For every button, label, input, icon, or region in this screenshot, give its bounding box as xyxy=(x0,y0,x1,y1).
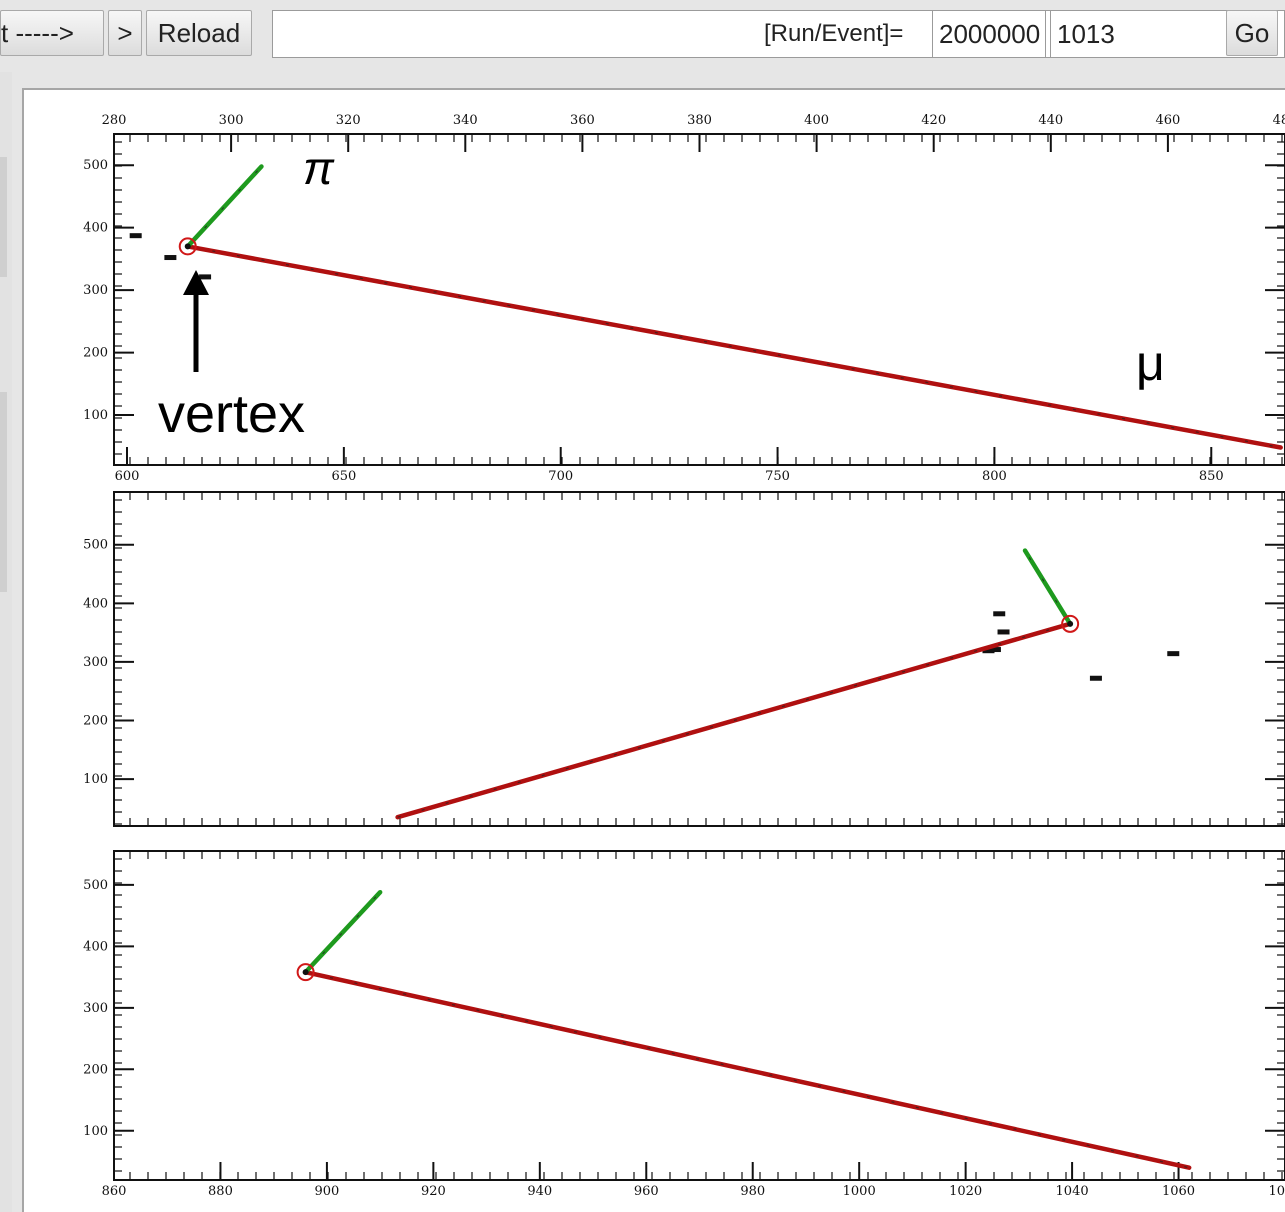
x-top-tick-label: 280 xyxy=(102,113,127,128)
y-tick-label: 100 xyxy=(83,408,108,423)
pion-track xyxy=(185,164,264,249)
muon-track xyxy=(395,621,1073,820)
annotations: π μ vertex xyxy=(158,142,1165,444)
x-top-tick-label: 300 xyxy=(219,113,244,128)
x-top-tick-label: 400 xyxy=(804,113,829,128)
y-tick-label: 300 xyxy=(83,283,108,298)
reload-button[interactable]: Reload xyxy=(146,10,252,56)
x-tick-label: 800 xyxy=(982,469,1007,484)
vertex-annotation: vertex xyxy=(158,384,305,444)
y-tick-label: 500 xyxy=(83,538,108,553)
run-number-input[interactable]: 2000000 xyxy=(932,10,1046,58)
x-tick-label: 860 xyxy=(102,1184,127,1199)
pion-track xyxy=(1022,548,1073,627)
x-tick-label: 650 xyxy=(331,469,356,484)
x-tick-label: 920 xyxy=(421,1184,446,1199)
muon-track-hits xyxy=(187,245,1281,449)
y-tick-label: 100 xyxy=(83,772,108,787)
detector-hit xyxy=(1167,651,1180,657)
x-top-tick-label: 440 xyxy=(1038,113,1063,128)
y-tick-label: 200 xyxy=(83,346,108,361)
vertex-point xyxy=(1067,620,1074,627)
left-side-panel xyxy=(0,72,12,1212)
y-tick-label: 200 xyxy=(83,1062,108,1077)
y-tick-label: 400 xyxy=(83,221,108,236)
detector-hit xyxy=(1089,675,1102,681)
detector-hit xyxy=(164,255,177,261)
detector-hit xyxy=(982,648,995,654)
go-button[interactable]: Go xyxy=(1226,10,1278,56)
x-tick-label: 1040 xyxy=(1056,1184,1089,1199)
y-tick-label: 400 xyxy=(83,596,108,611)
y-tick-label: 400 xyxy=(83,939,108,954)
plot-frame xyxy=(113,850,1285,1181)
x-top-tick-label: 480 xyxy=(1273,113,1285,128)
y-tick-label: 300 xyxy=(83,655,108,670)
y-tick-label: 300 xyxy=(83,1001,108,1016)
vertex-arrow-head xyxy=(183,270,209,295)
pion-annotation: π xyxy=(303,142,335,194)
muon-track-hits xyxy=(305,971,1190,1169)
x-tick-label: 1060 xyxy=(1162,1184,1195,1199)
x-top-tick-label: 380 xyxy=(687,113,712,128)
run-event-label: [Run/Event]= xyxy=(764,20,904,47)
next-button[interactable]: > xyxy=(108,10,142,56)
x-tick-label: 750 xyxy=(765,469,790,484)
x-tick-label: 940 xyxy=(527,1184,552,1199)
vertex-marker xyxy=(296,963,315,982)
x-tick-label: 600 xyxy=(115,469,140,484)
x-tick-label: 850 xyxy=(1199,469,1224,484)
x-tick-label: 960 xyxy=(634,1184,659,1199)
detector-hit xyxy=(199,274,212,280)
detector-hit xyxy=(997,629,1010,635)
x-tick-label: 980 xyxy=(740,1184,765,1199)
x-tick-label: 1020 xyxy=(949,1184,982,1199)
top-view-plot: 100 200 300 400 500 600 650 700 750 800 850 280 300 3… xyxy=(83,113,1285,484)
vertex-point xyxy=(302,969,309,976)
y-tick-label: 500 xyxy=(83,158,108,173)
y-tick-label: 200 xyxy=(83,714,108,729)
x-top-tick-label: 360 xyxy=(570,113,595,128)
x-top-tick-label: 420 xyxy=(921,113,946,128)
previous-nav-button[interactable]: t -----> xyxy=(0,10,104,56)
event-number-input[interactable]: 1013 xyxy=(1050,10,1220,58)
plot-frame xyxy=(113,491,1285,827)
detector-hit xyxy=(988,647,1001,653)
muon-annotation: μ xyxy=(1136,335,1165,391)
event-display-canvas xyxy=(22,88,1285,1212)
vertex-marker xyxy=(1061,614,1080,633)
vertex-marker xyxy=(178,237,197,256)
pion-track xyxy=(303,889,383,975)
vertex-point xyxy=(184,243,191,250)
y-tick-label: 500 xyxy=(83,878,108,893)
x-tick-label: 1000 xyxy=(843,1184,876,1199)
x-top-tick-label: 320 xyxy=(336,113,361,128)
detector-hit xyxy=(993,611,1006,617)
x-tick-label: 700 xyxy=(548,469,573,484)
x-tick-label: 900 xyxy=(314,1184,339,1199)
x-tick-label: 1080 xyxy=(1268,1184,1285,1199)
bottom-view-plot: 100 200 300 400 500 860 880 900 920 940 960 980 1000… xyxy=(83,850,1285,1199)
muon-track xyxy=(185,244,1283,450)
x-tick-label: 880 xyxy=(208,1184,233,1199)
x-top-tick-label: 460 xyxy=(1155,113,1180,128)
middle-view-plot: 100 200 300 400 500 xyxy=(83,491,1285,827)
toolbar: t -----> > Reload [Run/Event]= 2000000 1… xyxy=(0,0,1285,72)
x-top-tick-label: 340 xyxy=(453,113,478,128)
y-tick-label: 100 xyxy=(83,1124,108,1139)
detector-hit xyxy=(129,233,142,239)
